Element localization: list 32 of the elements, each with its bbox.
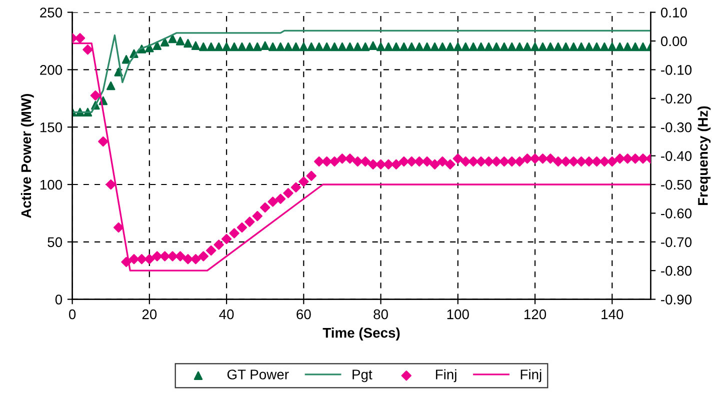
legend-label: Pgt bbox=[352, 370, 372, 382]
y-tick-label: 50 bbox=[48, 237, 62, 248]
y2-tick-label: -0.80 bbox=[661, 266, 692, 276]
y2-tick-label: -0.10 bbox=[661, 65, 692, 75]
x-tick-label: 0 bbox=[68, 309, 76, 320]
y-tick-label: 100 bbox=[40, 180, 62, 190]
x-tick-label: 20 bbox=[142, 309, 157, 320]
x-tick-label: 80 bbox=[374, 309, 388, 320]
y2-axis-title: Frequency (Hz) bbox=[698, 106, 711, 206]
y2-tick-label: -0.40 bbox=[661, 151, 692, 161]
legend-label: Finj bbox=[436, 369, 456, 382]
x-tick-label: 40 bbox=[219, 309, 234, 320]
legend-label: Finj bbox=[520, 369, 542, 382]
y-tick-label: 200 bbox=[40, 65, 62, 75]
y2-tick-label: -0.50 bbox=[661, 180, 692, 190]
x-tick-label: 140 bbox=[602, 309, 624, 320]
y-tick-label: 150 bbox=[40, 122, 62, 132]
x-tick-label: 100 bbox=[447, 309, 469, 320]
y2-tick-label: 0.00 bbox=[660, 36, 687, 46]
y2-tick-label: -0.20 bbox=[661, 94, 692, 104]
y-tick-label: 0 bbox=[55, 294, 62, 304]
y2-tick-label: -0.60 bbox=[661, 208, 692, 218]
x-tick-label: 120 bbox=[524, 309, 546, 320]
y2-tick-label: -0.30 bbox=[661, 122, 692, 132]
x-tick-label: 60 bbox=[296, 309, 311, 320]
x-axis-title: Time (Secs) bbox=[322, 328, 400, 340]
y2-tick-label: 0.10 bbox=[660, 8, 687, 18]
y2-tick-label: -0.70 bbox=[661, 237, 692, 248]
legend-label: GT Power bbox=[227, 370, 289, 380]
y2-tick-label: -0.90 bbox=[661, 294, 692, 304]
y-axis-title: Active Power (MW) bbox=[20, 94, 34, 218]
y-tick-label: 250 bbox=[40, 8, 62, 18]
